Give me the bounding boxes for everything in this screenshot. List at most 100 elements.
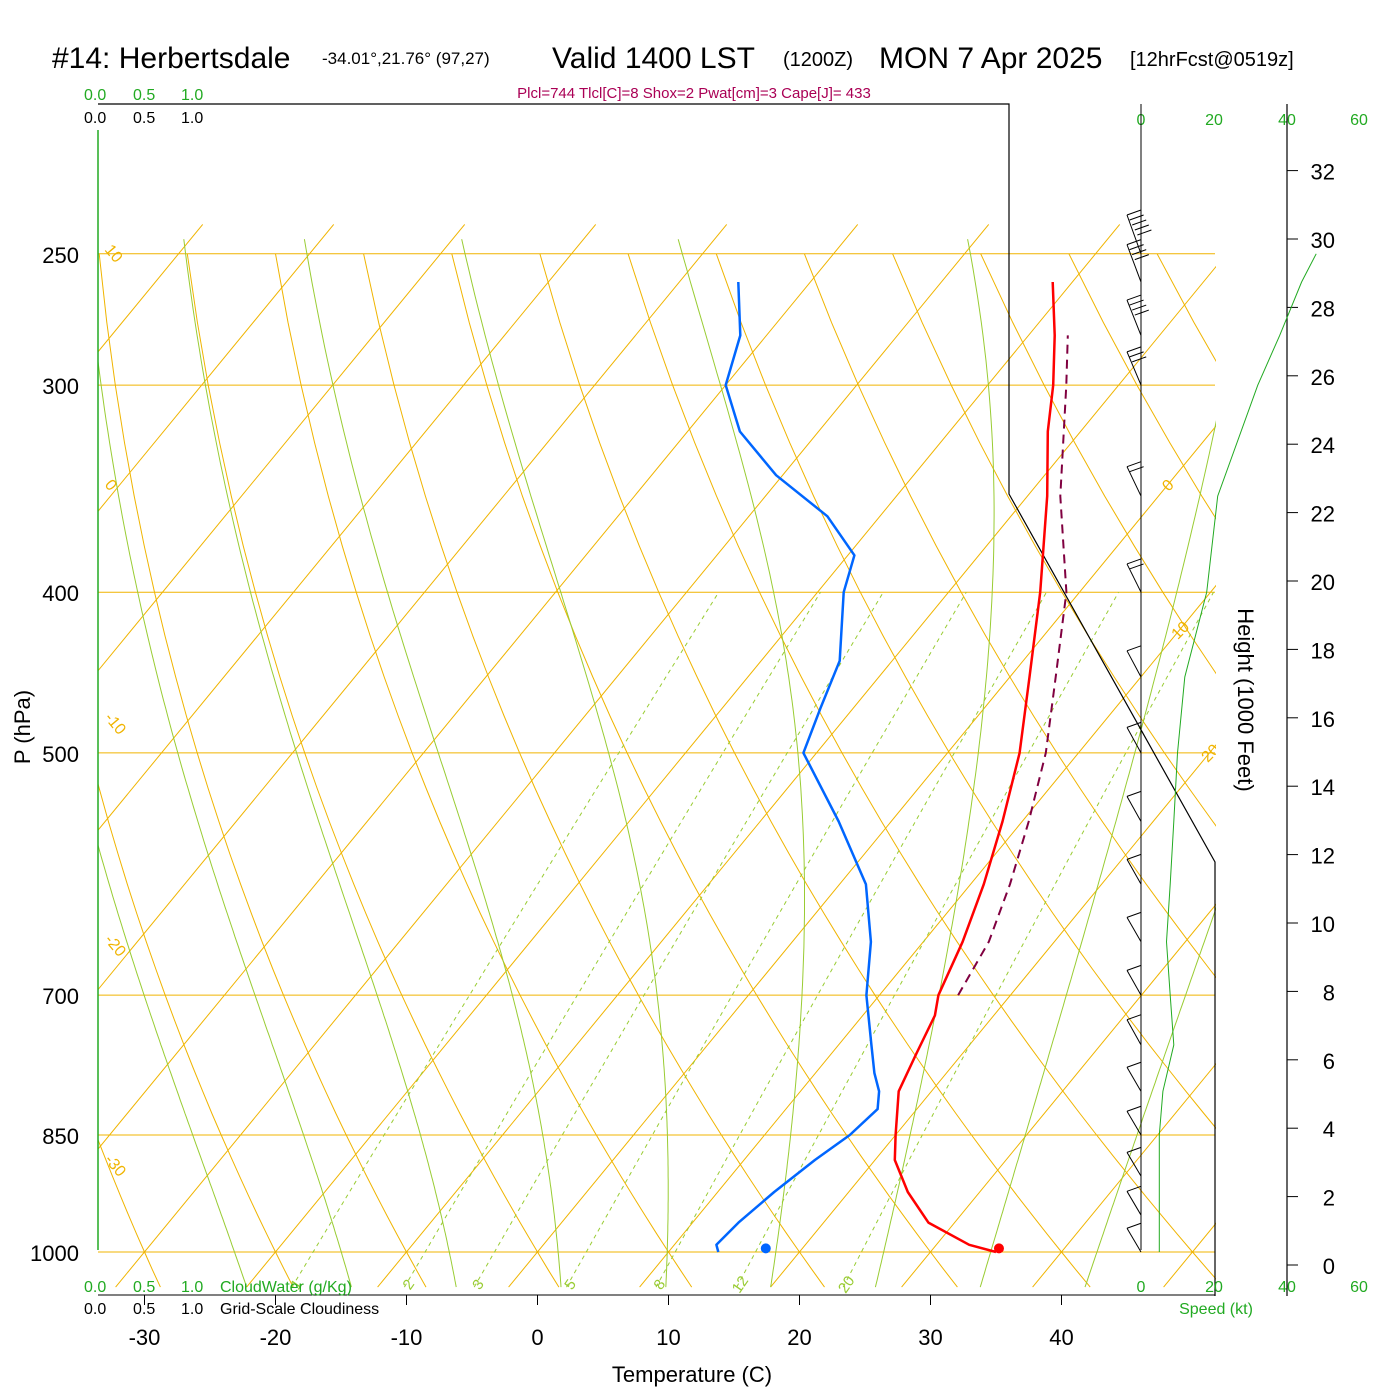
- cloud-bottom-green-2: 1.0: [181, 1279, 203, 1296]
- wind-barb: [1126, 244, 1142, 283]
- dry-adiabat: [98, 781, 294, 1288]
- isotherm: [639, 584, 1216, 1288]
- height-tick-label: 8: [1323, 980, 1335, 1005]
- wind-barb-flag: [1126, 853, 1142, 860]
- sounding-series: [715, 281, 1069, 1254]
- wind-barb-flag: [1126, 1146, 1142, 1153]
- wind-barb-flag: [1126, 911, 1142, 918]
- isotherm-label: 30: [1264, 821, 1289, 846]
- p-tick-label: 700: [42, 984, 79, 1009]
- isotherm: [98, 224, 335, 513]
- wind-barb-flag: [1126, 964, 1142, 971]
- wind-barb: [1126, 214, 1142, 254]
- moist-adiabat: [979, 420, 1216, 1288]
- surface-markers: [760, 1243, 1004, 1254]
- wind-barb: [1126, 1019, 1142, 1046]
- wind-barb-flag: [1132, 356, 1147, 363]
- moist-adiabat: [183, 239, 457, 1288]
- cloud-top-green-1: 0.5: [133, 87, 155, 104]
- plot-frame: [98, 103, 1216, 1296]
- zulu-time: (1200Z): [783, 49, 853, 71]
- cloud-bottom-black-2: 1.0: [181, 1301, 203, 1318]
- isotherm-label: -30: [101, 1152, 129, 1181]
- wind-barb-flag: [1132, 304, 1147, 311]
- moist-adiabat: [874, 239, 995, 1288]
- height-tick-label: 30: [1311, 228, 1335, 253]
- wind-barb-flag: [1126, 1222, 1142, 1229]
- speed-top-3: 60: [1350, 112, 1368, 129]
- p-tick-label: 400: [42, 581, 79, 606]
- dry-adiabat: [1156, 253, 1216, 363]
- cloud-bottom-black-0: 0.0: [84, 1301, 106, 1318]
- cloudwater-label: CloudWater (g/Kg): [220, 1279, 352, 1296]
- height-tick-label: 24: [1311, 433, 1335, 458]
- wind-barb: [1126, 1110, 1142, 1136]
- mixing-ratio-line: [655, 591, 1047, 1288]
- wind-barb: [1126, 796, 1142, 822]
- wind-barb-flag: [1126, 461, 1142, 468]
- p-tick-label: 300: [42, 374, 79, 399]
- dry-adiabat: [451, 253, 958, 1288]
- speed-bottom-3: 60: [1350, 1279, 1368, 1296]
- height-axis-label: Height (1000 Feet): [1233, 608, 1258, 791]
- isotherm: [1032, 1063, 1216, 1288]
- dry-adiabat: [980, 253, 1216, 675]
- wind-barb: [1126, 563, 1142, 593]
- cloud-bottom-green-0: 0.0: [84, 1279, 106, 1296]
- dry-adiabat: [803, 253, 1216, 979]
- dry-adiabat: [98, 253, 427, 1288]
- wind-barb: [1126, 351, 1142, 386]
- wind-barb-flag: [1126, 1061, 1142, 1068]
- mixing-ratio-line: [291, 591, 720, 1288]
- isotherm: [770, 744, 1216, 1288]
- isotherm: [901, 903, 1216, 1288]
- isotherm-label: -10: [101, 710, 129, 739]
- wind-barb-flag: [1134, 254, 1149, 261]
- p-tick-label: 250: [42, 243, 79, 268]
- wind-barb-flag: [1132, 249, 1147, 256]
- cloud-top-green-2: 1.0: [181, 87, 203, 104]
- dry-adiabat: [275, 253, 693, 1288]
- forecast-date: MON 7 Apr 2025: [879, 42, 1102, 75]
- x-tick-label: 30: [918, 1325, 942, 1350]
- wind-barb: [1126, 1152, 1142, 1177]
- wind-barb: [1126, 970, 1142, 996]
- x-tick-label: -30: [129, 1325, 161, 1350]
- cloud-top-green-0: 0.0: [84, 87, 106, 104]
- wind-barb: [1126, 299, 1142, 336]
- wind-barb-flag: [1129, 299, 1144, 306]
- isotherm-label: 10: [101, 242, 126, 267]
- moist-adiabat: [677, 239, 805, 1288]
- series-parcel: [957, 335, 1069, 996]
- height-tick-label: 16: [1311, 707, 1335, 732]
- height-tick-label: 14: [1311, 775, 1335, 800]
- height-tick-label: 10: [1311, 912, 1335, 937]
- y-axis-label: P (hPa): [10, 690, 35, 764]
- valid-time: Valid 1400 LST: [552, 42, 755, 75]
- height-tick-label: 32: [1311, 160, 1335, 185]
- x-tick-label: -20: [260, 1325, 292, 1350]
- wind-barb-flag: [1126, 558, 1142, 565]
- wind-barb: [1126, 1191, 1142, 1216]
- moist-adiabat: [303, 239, 562, 1288]
- isotherm: [98, 224, 728, 991]
- height-tick-label: 18: [1311, 638, 1335, 663]
- wind-speed-line: [1158, 253, 1317, 1252]
- wind-barb: [1126, 466, 1142, 497]
- mixing-ratio-label: 12: [729, 1273, 752, 1296]
- height-tick-label: 20: [1311, 570, 1335, 595]
- wind-barb: [1126, 859, 1142, 885]
- wind-barb: [1126, 650, 1142, 678]
- dry-adiabat: [186, 253, 560, 1288]
- mixing-ratio-label: 20: [835, 1273, 858, 1296]
- wind-barb-flag: [1126, 645, 1142, 652]
- x-tick-label: -10: [391, 1325, 423, 1350]
- wind-barb: [1126, 1227, 1142, 1253]
- height-tick-label: 12: [1311, 844, 1335, 869]
- isotherm: [115, 224, 990, 1288]
- speed-bottom-0: 0: [1137, 1279, 1146, 1296]
- cloud-bottom-black-1: 0.5: [133, 1301, 155, 1318]
- speed-bottom-1: 20: [1205, 1279, 1223, 1296]
- height-tick-label: 0: [1323, 1254, 1335, 1279]
- isotherm: [98, 224, 466, 672]
